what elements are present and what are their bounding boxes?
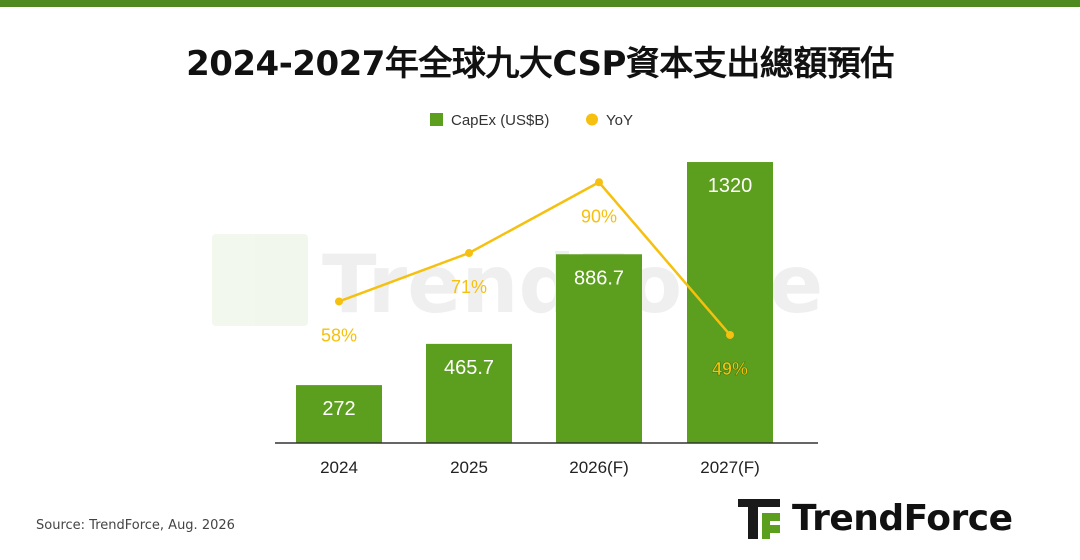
x-tick-labels: 2024 2025 2026(F) 2027(F) — [320, 458, 760, 477]
legend-label-capex: CapEx (US$B) — [451, 112, 549, 129]
x-tick-2027(F): 2027(F) — [700, 458, 760, 477]
bar-group: 272 465.7 886.7 1320 — [296, 162, 773, 443]
bar-2025 — [426, 343, 512, 443]
legend-marker-yoy — [586, 113, 598, 126]
watermark-logo-shape — [212, 234, 308, 326]
yoy-label-2026(F): 90% — [581, 206, 617, 226]
x-tick-2025: 2025 — [450, 458, 488, 477]
legend-swatch-capex — [430, 113, 443, 126]
bar-2027(F) — [687, 162, 773, 443]
yoy-label-2025: 71% — [451, 277, 487, 297]
bar-label-2027(F): 1320 — [708, 175, 753, 197]
top-accent-bar — [0, 0, 1080, 7]
trendforce-logo-icon — [738, 499, 780, 539]
bar-label-2025: 465.7 — [444, 357, 494, 379]
x-tick-2026(F): 2026(F) — [569, 458, 629, 477]
yoy-point-2026(F) — [595, 178, 603, 187]
bar-label-2026(F): 886.7 — [574, 267, 624, 289]
bar-2026(F) — [556, 254, 642, 443]
x-tick-2024: 2024 — [320, 458, 358, 477]
yoy-line — [338, 180, 731, 336]
legend: CapEx (US$B) YoY — [430, 112, 633, 129]
yoy-label-2027(F): 49% — [712, 359, 748, 379]
brand-name: TrendForce — [792, 497, 1013, 539]
yoy-point-2025 — [465, 249, 473, 258]
chart-title: 2024-2027年全球九大CSP資本支出總額預估 — [186, 44, 894, 84]
yoy-point-2024 — [335, 297, 343, 306]
yoy-point-2027(F) — [726, 330, 734, 339]
chart: TrendForce CapEx (US$B) YoY 272465.7886.… — [212, 112, 823, 477]
yoy-label-2024: 58% — [321, 325, 357, 345]
source-note: Source: TrendForce, Aug. 2026 — [36, 518, 235, 533]
yoy-line-layer: 58% 71% 90% 49% — [321, 178, 748, 379]
bar-2024 — [296, 385, 382, 443]
legend-label-yoy: YoY — [606, 112, 633, 129]
bar-label-2024: 272 — [322, 398, 355, 420]
brand-logo: TrendForce — [736, 494, 1013, 542]
